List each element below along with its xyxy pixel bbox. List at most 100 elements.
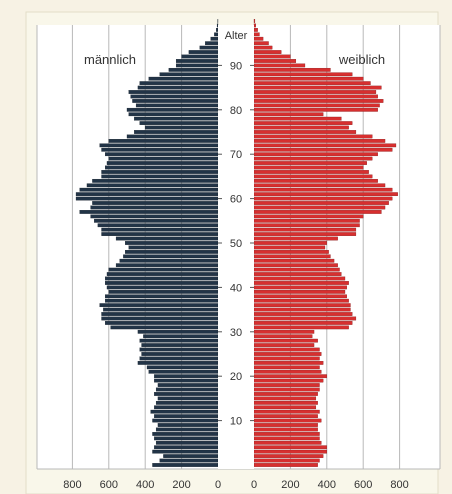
bar-male-age-57 [79, 210, 219, 214]
age-tick-label-50: 50 [230, 238, 242, 250]
left-panel-title: männlich [84, 52, 136, 67]
value-tick-label-male-800: 800 [63, 479, 81, 491]
bar-male-age-18 [157, 383, 219, 387]
bar-male-age-21 [148, 369, 219, 374]
bar-male-age-8 [155, 427, 219, 432]
bar-male-age-10 [152, 418, 219, 423]
age-tick-label-20: 20 [230, 371, 242, 383]
right-panel-title: weiblich [338, 52, 385, 67]
bar-male-age-70 [105, 152, 219, 157]
bar-male-age-15 [157, 396, 219, 401]
bar-male-age-42 [105, 276, 219, 281]
bar-male-age-71 [101, 147, 219, 152]
bar-female-age-33 [253, 316, 357, 321]
value-tick-label-male-0: 0 [215, 479, 221, 491]
bar-male-age-61 [75, 192, 219, 197]
bar-male-age-81 [135, 103, 219, 108]
bar-male-age-40 [106, 285, 219, 290]
bar-male-age-11 [154, 414, 219, 419]
bar-male-age-77 [139, 121, 219, 125]
bar-male-age-36 [99, 303, 219, 308]
bar-male-age-27 [141, 343, 219, 347]
bar-female-age-98 [253, 28, 258, 32]
bar-male-age-83 [130, 94, 219, 99]
bar-female-age-43 [253, 272, 342, 276]
bar-female-age-94 [253, 45, 273, 50]
bar-male-age-67 [105, 165, 219, 170]
bar-female-age-39 [253, 289, 346, 294]
bar-female-age-15 [253, 396, 317, 401]
value-tick-label-male-200: 200 [172, 479, 190, 491]
bar-male-age-22 [146, 365, 219, 370]
bar-male-age-26 [139, 347, 219, 352]
bar-female-age-7 [253, 432, 320, 436]
bar-male-age-90 [175, 63, 219, 68]
bar-female-age-28 [253, 338, 318, 343]
bar-male-age-82 [132, 99, 219, 103]
bar-female-age-87 [253, 76, 364, 81]
bar-female-age-45 [253, 263, 338, 268]
bar-male-age-38 [105, 294, 219, 299]
bar-female-age-93 [253, 50, 282, 54]
bar-female-age-46 [253, 258, 335, 263]
bar-female-age-78 [253, 116, 342, 121]
bar-female-age-64 [253, 178, 378, 183]
bar-female-age-86 [253, 81, 371, 86]
bar-male-age-7 [152, 432, 219, 436]
bar-female-age-61 [253, 192, 398, 197]
bar-female-age-63 [253, 183, 386, 188]
bar-male-age-49 [128, 245, 219, 250]
bar-male-age-69 [108, 156, 219, 161]
bar-male-age-32 [105, 321, 219, 325]
bar-male-age-31 [110, 325, 219, 330]
bar-female-age-2 [253, 454, 324, 458]
age-tick-label-70: 70 [230, 149, 242, 161]
bar-female-age-74 [253, 134, 373, 139]
bar-female-age-47 [253, 254, 331, 259]
bar-male-age-34 [101, 312, 219, 316]
bar-female-age-97 [253, 32, 260, 37]
bar-female-age-71 [253, 147, 393, 152]
bar-male-age-56 [90, 214, 219, 219]
bar-male-age-19 [154, 378, 219, 383]
bar-male-age-12 [150, 409, 219, 414]
bar-male-age-24 [139, 356, 219, 361]
bar-female-age-20 [253, 374, 327, 379]
bar-male-age-99 [216, 23, 219, 28]
bar-female-age-53 [253, 227, 357, 232]
bar-female-age-0 [253, 463, 318, 467]
bar-male-age-43 [106, 272, 219, 276]
bar-female-age-59 [253, 201, 389, 205]
bar-female-age-5 [253, 440, 322, 445]
bar-male-age-91 [175, 59, 219, 63]
bar-female-age-27 [253, 343, 315, 347]
bar-female-age-9 [253, 423, 318, 427]
bar-female-age-26 [253, 347, 320, 352]
bar-male-age-86 [139, 81, 219, 86]
bar-female-age-85 [253, 85, 382, 90]
bar-male-age-76 [145, 125, 219, 130]
bar-female-age-75 [253, 130, 357, 134]
bar-male-age-1 [159, 458, 219, 463]
center-label: Alter [225, 30, 248, 42]
bar-female-age-36 [253, 303, 351, 308]
bar-female-age-30 [253, 329, 315, 334]
bar-male-age-68 [106, 161, 219, 165]
value-tick-label-female-600: 600 [354, 479, 372, 491]
bar-female-age-56 [253, 214, 364, 219]
bar-male-age-13 [154, 405, 219, 410]
bar-male-age-54 [97, 223, 219, 228]
bar-female-age-6 [253, 436, 320, 441]
bar-female-age-58 [253, 205, 386, 210]
bar-female-age-50 [253, 241, 327, 245]
bar-male-age-50 [125, 241, 219, 245]
bar-female-age-21 [253, 369, 322, 374]
bar-female-age-79 [253, 112, 324, 117]
bar-female-age-3 [253, 449, 327, 454]
bar-male-age-46 [119, 258, 219, 263]
bar-female-age-51 [253, 236, 338, 241]
bar-female-age-92 [253, 54, 291, 59]
bar-female-age-84 [253, 90, 377, 94]
bar-female-age-89 [253, 67, 331, 72]
